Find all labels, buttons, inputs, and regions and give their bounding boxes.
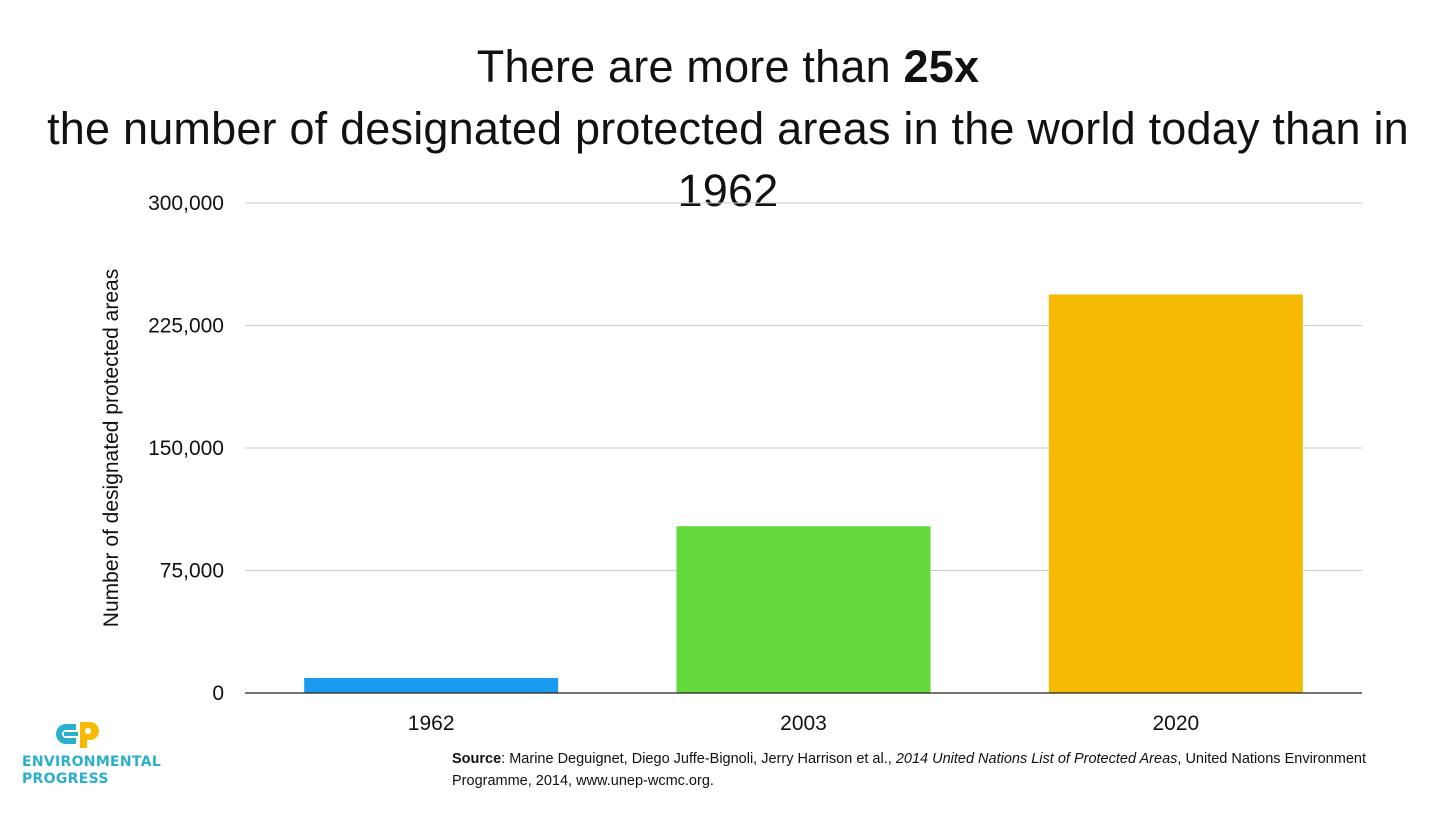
source-text-2: , United Nations Environment Programme, …: [452, 751, 1366, 789]
logo-line-2: PROGRESS: [22, 771, 109, 787]
source-note: Source: Marine Deguignet, Diego Juffe-Bi…: [452, 748, 1442, 792]
y-tick-label: 150,000: [148, 437, 224, 460]
logo-line-1: ENVIRONMENTAL: [22, 754, 162, 770]
y-tick-label: 225,000: [148, 315, 224, 338]
source-title: 2014 United Nations List of Protected Ar…: [895, 751, 1178, 767]
source-label: Source: [452, 751, 502, 767]
bar-2020: [1048, 294, 1303, 693]
y-axis-label: Number of designated protected areas: [100, 268, 123, 628]
y-tick-label: 0: [212, 682, 224, 705]
environmental-progress-logo: ENVIRONMENTAL PROGRESS: [22, 718, 162, 788]
chart-title: There are more than 25x the number of de…: [0, 36, 1456, 222]
x-tick-label: 1962: [408, 712, 455, 735]
title-part-2: the number of designated protected areas…: [47, 103, 1409, 216]
ep-logo-icon: [56, 722, 99, 748]
bar-2003: [676, 526, 931, 693]
y-tick-label: 75,000: [160, 560, 224, 583]
title-part-1: There are more than: [476, 41, 904, 92]
bar-1962: [304, 677, 559, 693]
x-tick-label: 2003: [780, 712, 827, 735]
x-tick-label: 2020: [1152, 712, 1199, 735]
source-text-1: : Marine Deguignet, Diego Juffe-Bignoli,…: [501, 751, 896, 767]
title-emphasis: 25x: [903, 41, 980, 92]
y-tick-label: 300,000: [148, 192, 224, 215]
